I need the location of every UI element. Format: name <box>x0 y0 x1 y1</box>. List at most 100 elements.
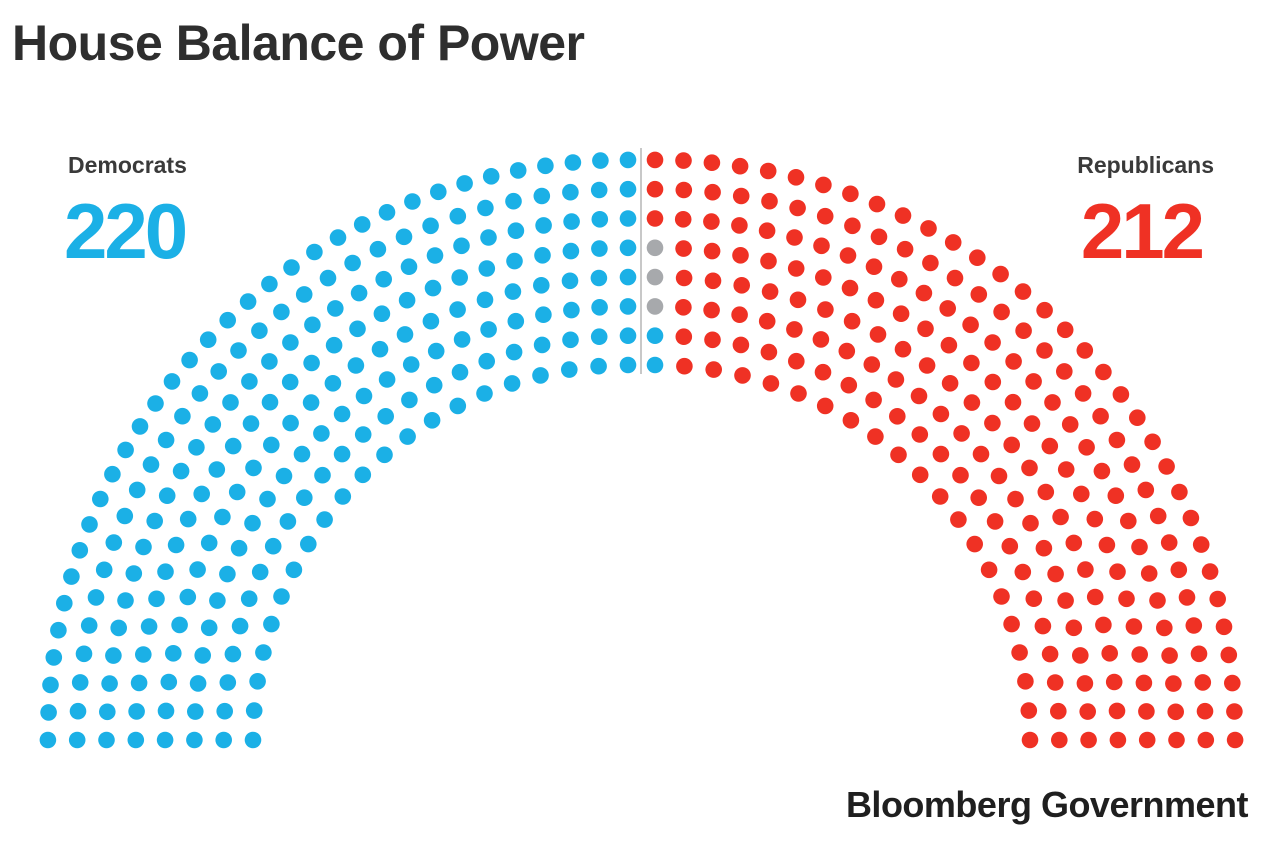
seat-republicans <box>1092 407 1109 425</box>
seat-democrats <box>281 373 299 391</box>
seat-democrats <box>316 511 333 528</box>
seat-democrats <box>264 537 282 555</box>
seat-democrats <box>295 286 313 303</box>
seat-republicans <box>1123 456 1141 473</box>
seat-republicans <box>761 283 779 300</box>
seat-republicans <box>731 157 749 175</box>
seat-republicans <box>1160 534 1178 551</box>
seat-republicans <box>674 211 692 228</box>
seat-republicans <box>1041 437 1059 455</box>
seat-republicans <box>1093 462 1111 480</box>
seat-republicans <box>1167 703 1184 721</box>
seat-democrats <box>157 702 175 720</box>
seat-democrats <box>355 387 373 405</box>
seat-democrats <box>505 192 522 210</box>
seat-democrats <box>208 461 226 478</box>
seat-republicans <box>1061 416 1079 433</box>
seat-democrats <box>509 162 527 179</box>
seat-republicans <box>1051 731 1068 749</box>
seat-democrats <box>244 731 262 749</box>
seat-democrats <box>591 240 608 257</box>
seat-republicans <box>911 466 929 484</box>
seat-republicans <box>1007 490 1024 508</box>
seat-democrats <box>506 252 523 270</box>
seat-democrats <box>148 590 165 608</box>
seat-democrats <box>171 616 188 634</box>
seat-democrats <box>303 354 320 372</box>
seat-democrats <box>273 588 290 605</box>
seat-democrats <box>167 536 185 554</box>
seat-republicans <box>990 467 1008 485</box>
seat-democrats <box>562 183 579 201</box>
seat-democrats <box>422 312 440 330</box>
seat-democrats <box>209 592 226 609</box>
seat-republicans <box>1041 645 1059 663</box>
seat-republicans <box>759 162 777 180</box>
seat-democrats <box>69 702 87 720</box>
seat-republicans <box>865 258 883 276</box>
seat-republicans <box>1025 590 1043 607</box>
seat-republicans <box>1226 703 1243 720</box>
seat-democrats <box>313 425 330 442</box>
seat-democrats <box>215 731 232 749</box>
seat-democrats <box>369 240 387 258</box>
seat-democrats <box>228 483 246 501</box>
seat-republicans <box>814 363 832 381</box>
seat-republicans <box>1025 373 1042 390</box>
seat-democrats <box>146 512 163 530</box>
seat-republicans <box>1017 673 1034 690</box>
seat-democrats <box>344 254 361 272</box>
seat-democrats <box>400 258 418 276</box>
seat-republicans <box>1015 322 1032 340</box>
seat-republicans <box>705 361 722 378</box>
seat-democrats <box>619 180 637 198</box>
seat-democrats <box>619 151 637 169</box>
seat-republicans <box>786 229 803 246</box>
seat-vacant <box>646 268 664 286</box>
seat-republicans <box>731 306 748 324</box>
seat-democrats <box>204 416 222 433</box>
seat-republicans <box>704 272 722 290</box>
seat-republicans <box>917 320 934 338</box>
seat-republicans <box>1076 342 1094 359</box>
seat-republicans <box>1065 619 1083 637</box>
seat-democrats <box>534 247 551 264</box>
seat-republicans <box>891 270 908 288</box>
seat-democrats <box>449 301 466 318</box>
seat-democrats <box>563 301 580 319</box>
seat-democrats <box>480 321 497 338</box>
seat-democrats <box>99 703 116 721</box>
seat-democrats <box>398 291 416 309</box>
seat-republicans <box>1014 283 1032 300</box>
seat-republicans <box>758 312 776 330</box>
seat-democrats <box>71 674 89 691</box>
seat-republicans <box>911 426 929 443</box>
seat-republicans <box>1001 537 1019 555</box>
seat-republicans <box>1056 363 1073 380</box>
seat-democrats <box>193 485 210 503</box>
seat-republicans <box>1074 385 1092 402</box>
seat-democrats <box>263 615 280 633</box>
seat-democrats <box>563 213 580 230</box>
seat-republicans <box>840 376 858 394</box>
seat-republicans <box>1131 538 1148 556</box>
seat-republicans <box>1086 510 1104 528</box>
seat-republicans <box>1020 702 1038 719</box>
seat-republicans <box>869 326 887 343</box>
seat-republicans <box>1182 509 1200 527</box>
seat-democrats <box>117 441 134 459</box>
seat-democrats <box>282 414 299 432</box>
seat-democrats <box>619 356 637 374</box>
seat-republicans <box>896 240 914 258</box>
seat-republicans <box>940 336 958 354</box>
seat-democrats <box>87 589 105 606</box>
seat-republicans <box>1057 592 1074 609</box>
seat-republicans <box>1078 439 1095 456</box>
democrats-count: 220 <box>64 187 188 275</box>
seat-republicans <box>1052 508 1069 526</box>
seat-republicans <box>980 561 998 579</box>
seat-democrats <box>503 375 521 392</box>
seat-republicans <box>704 183 721 201</box>
seat-republicans <box>1065 534 1083 552</box>
seat-democrats <box>230 342 247 359</box>
